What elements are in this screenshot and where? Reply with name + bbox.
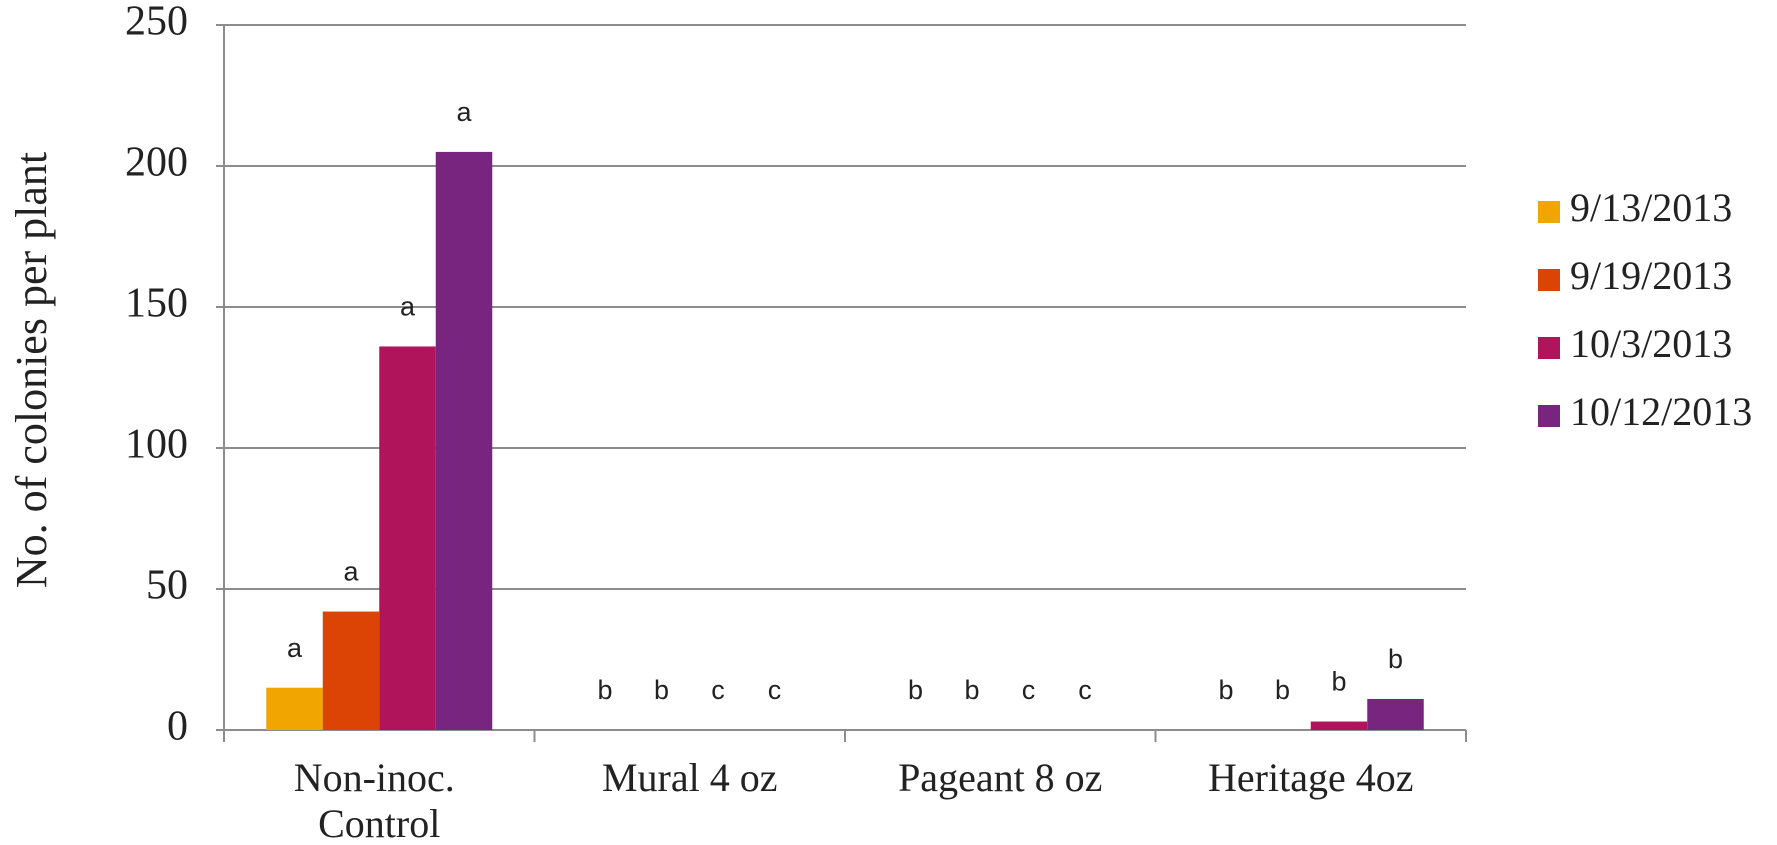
legend-swatch bbox=[1538, 201, 1560, 223]
bar bbox=[1310, 721, 1368, 730]
y-axis-label: No. of colonies per plant bbox=[7, 152, 56, 588]
y-tick-label: 250 bbox=[125, 0, 188, 45]
significance-letter: a bbox=[456, 97, 472, 127]
x-tick-label: Mural 4 oz bbox=[602, 755, 778, 800]
significance-letter: b bbox=[1218, 675, 1233, 705]
significance-letter: c bbox=[1078, 675, 1092, 705]
legend-swatch bbox=[1538, 405, 1560, 427]
significance-letter: a bbox=[287, 633, 303, 663]
significance-letter: c bbox=[1022, 675, 1036, 705]
x-tick-label: Non-inoc. Control bbox=[294, 755, 465, 845]
legend-label: 10/3/2013 bbox=[1570, 321, 1732, 366]
y-tick-label: 150 bbox=[125, 281, 188, 327]
legend-swatch bbox=[1538, 269, 1560, 291]
legend-swatch bbox=[1538, 337, 1560, 359]
significance-letter: b bbox=[908, 675, 923, 705]
significance-letter: b bbox=[1275, 675, 1290, 705]
significance-letter: b bbox=[1331, 667, 1346, 697]
x-tick-label: Heritage 4oz bbox=[1208, 755, 1413, 800]
y-tick-label: 100 bbox=[125, 422, 188, 468]
significance-letter: b bbox=[654, 675, 669, 705]
x-tick-label: Pageant 8 oz bbox=[898, 755, 1102, 800]
y-tick-label: 50 bbox=[146, 563, 188, 609]
bar bbox=[435, 151, 493, 730]
legend-label: 9/19/2013 bbox=[1570, 253, 1732, 298]
legend-label: 9/13/2013 bbox=[1570, 185, 1732, 230]
bar bbox=[379, 346, 436, 730]
significance-letter: a bbox=[400, 292, 416, 322]
significance-letter: b bbox=[597, 675, 612, 705]
significance-letter: c bbox=[711, 675, 725, 705]
legend-label: 10/12/2013 bbox=[1570, 389, 1752, 434]
bar bbox=[266, 687, 323, 730]
significance-letter: c bbox=[768, 675, 782, 705]
bar bbox=[1367, 698, 1424, 730]
significance-letter: b bbox=[964, 675, 979, 705]
significance-letter: b bbox=[1388, 644, 1403, 674]
y-tick-label: 200 bbox=[125, 140, 188, 186]
bar bbox=[322, 611, 380, 730]
y-tick-label: 0 bbox=[167, 704, 188, 750]
significance-letter: a bbox=[343, 557, 359, 587]
